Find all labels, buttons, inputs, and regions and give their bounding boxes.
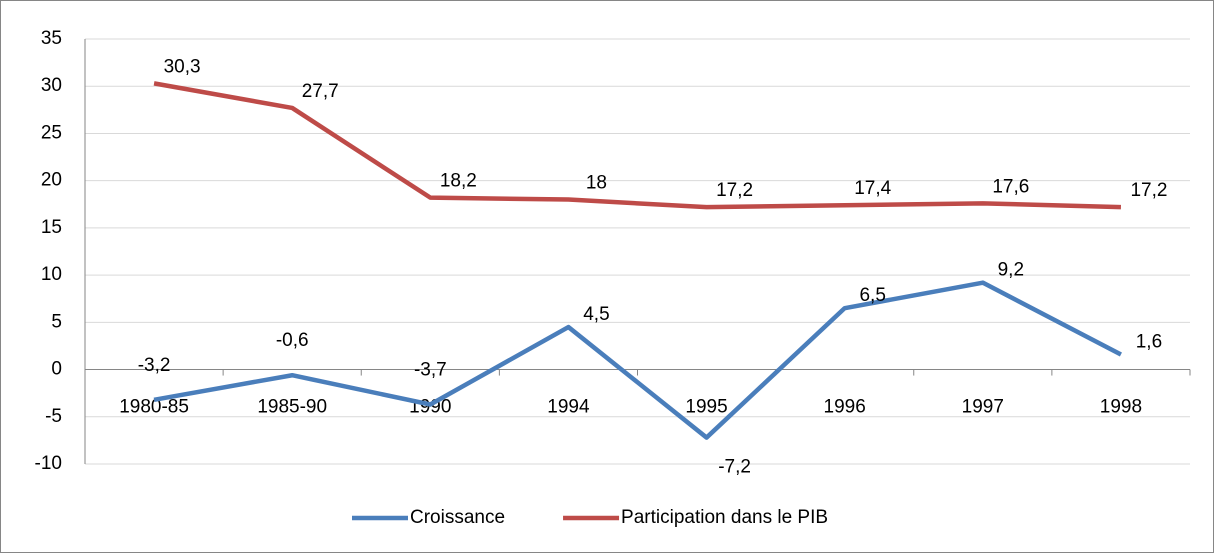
x-tick-label: 1994 — [547, 397, 590, 418]
x-tick-label: 1998 — [1100, 397, 1142, 418]
data-label: 18,2 — [440, 171, 477, 192]
x-tick-label: 1996 — [824, 397, 866, 418]
y-tick-label: 20 — [41, 170, 62, 191]
data-label: 27,7 — [302, 81, 339, 102]
data-label: 4,5 — [583, 304, 609, 325]
series-line — [153, 81, 1122, 210]
data-label: -0,6 — [276, 330, 309, 351]
y-tick-label: 25 — [41, 122, 62, 143]
data-label: -7,2 — [718, 457, 751, 478]
legend-label: Participation dans le PIB — [621, 507, 828, 528]
y-tick-label: -5 — [45, 406, 62, 427]
y-tick-label: 15 — [41, 217, 62, 238]
data-label: 17,2 — [1130, 180, 1167, 201]
data-label: 18 — [586, 173, 607, 194]
x-tick-label: 1995 — [685, 397, 727, 418]
data-label: 30,3 — [164, 56, 201, 77]
x-tick-label: 1997 — [962, 397, 1004, 418]
data-label: 1,6 — [1136, 331, 1162, 352]
y-tick-label: 5 — [51, 311, 62, 332]
y-tick-label: 10 — [41, 264, 62, 285]
data-label: 9,2 — [998, 260, 1024, 281]
y-tick-label: -10 — [35, 453, 62, 474]
series-line — [153, 280, 1122, 440]
y-tick-label: 35 — [41, 28, 62, 49]
data-label: 17,4 — [854, 178, 891, 199]
x-tick-label: 1980-85 — [119, 397, 189, 418]
data-label: 17,2 — [716, 180, 753, 201]
y-tick-label: 30 — [41, 75, 62, 96]
data-label: -3,2 — [138, 355, 171, 376]
legend-label: Croissance — [410, 507, 505, 528]
x-tick-label: 1985-90 — [257, 397, 327, 418]
data-label: 17,6 — [992, 176, 1029, 197]
y-tick-label: 0 — [51, 359, 62, 380]
data-label: -3,7 — [414, 360, 447, 381]
data-label: 6,5 — [859, 285, 885, 306]
